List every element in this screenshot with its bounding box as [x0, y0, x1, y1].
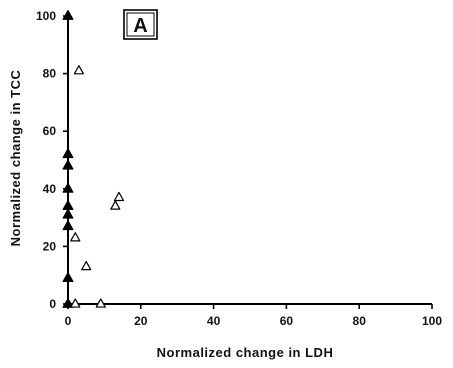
open-triangle-point — [70, 298, 81, 308]
open-triangle-point — [113, 191, 125, 202]
x-tick-label: 60 — [280, 314, 294, 328]
filled-triangle-point — [62, 208, 74, 219]
x-axis-title: Normalized change in LDH — [157, 345, 334, 360]
x-axis: 0 20 40 60 80 100 — [65, 303, 442, 328]
x-axis-ticks: 0 20 40 60 80 100 — [65, 304, 442, 328]
filled-triangle-point — [62, 148, 74, 159]
y-tick-label: 40 — [43, 182, 57, 196]
filled-triangle-point — [62, 272, 74, 282]
open-triangle-point — [73, 65, 85, 75]
panel-label: A — [133, 15, 147, 37]
filled-triangle-point — [62, 159, 74, 170]
y-tick-label: 0 — [49, 297, 56, 311]
y-axis-ticks: 0 20 40 60 80 100 — [36, 9, 68, 311]
x-tick-label: 100 — [422, 314, 442, 328]
filled-triangle-point — [62, 9, 74, 20]
y-tick-label: 20 — [43, 239, 57, 253]
open-triangle-point — [70, 232, 81, 242]
x-tick-label: 20 — [134, 314, 148, 328]
data-points — [62, 9, 125, 308]
y-tick-label: 60 — [43, 124, 57, 138]
y-tick-label: 80 — [43, 67, 57, 81]
filled-triangle-point — [62, 182, 74, 193]
filled-triangle-point — [62, 297, 74, 308]
filled-triangle-point — [62, 200, 74, 210]
y-tick-label: 100 — [36, 9, 56, 23]
x-tick-label: 40 — [207, 314, 221, 328]
x-tick-label: 0 — [65, 314, 72, 328]
open-triangle-point — [95, 298, 106, 308]
y-axis: 0 20 40 60 80 100 — [36, 9, 69, 311]
open-triangle-point — [81, 260, 92, 271]
filled-triangle-point — [62, 220, 74, 231]
panel-label-box: A — [123, 9, 158, 40]
open-triangle-point — [110, 200, 121, 210]
y-axis-title: Normalized change in TCC — [8, 70, 23, 247]
x-tick-label: 80 — [353, 314, 367, 328]
